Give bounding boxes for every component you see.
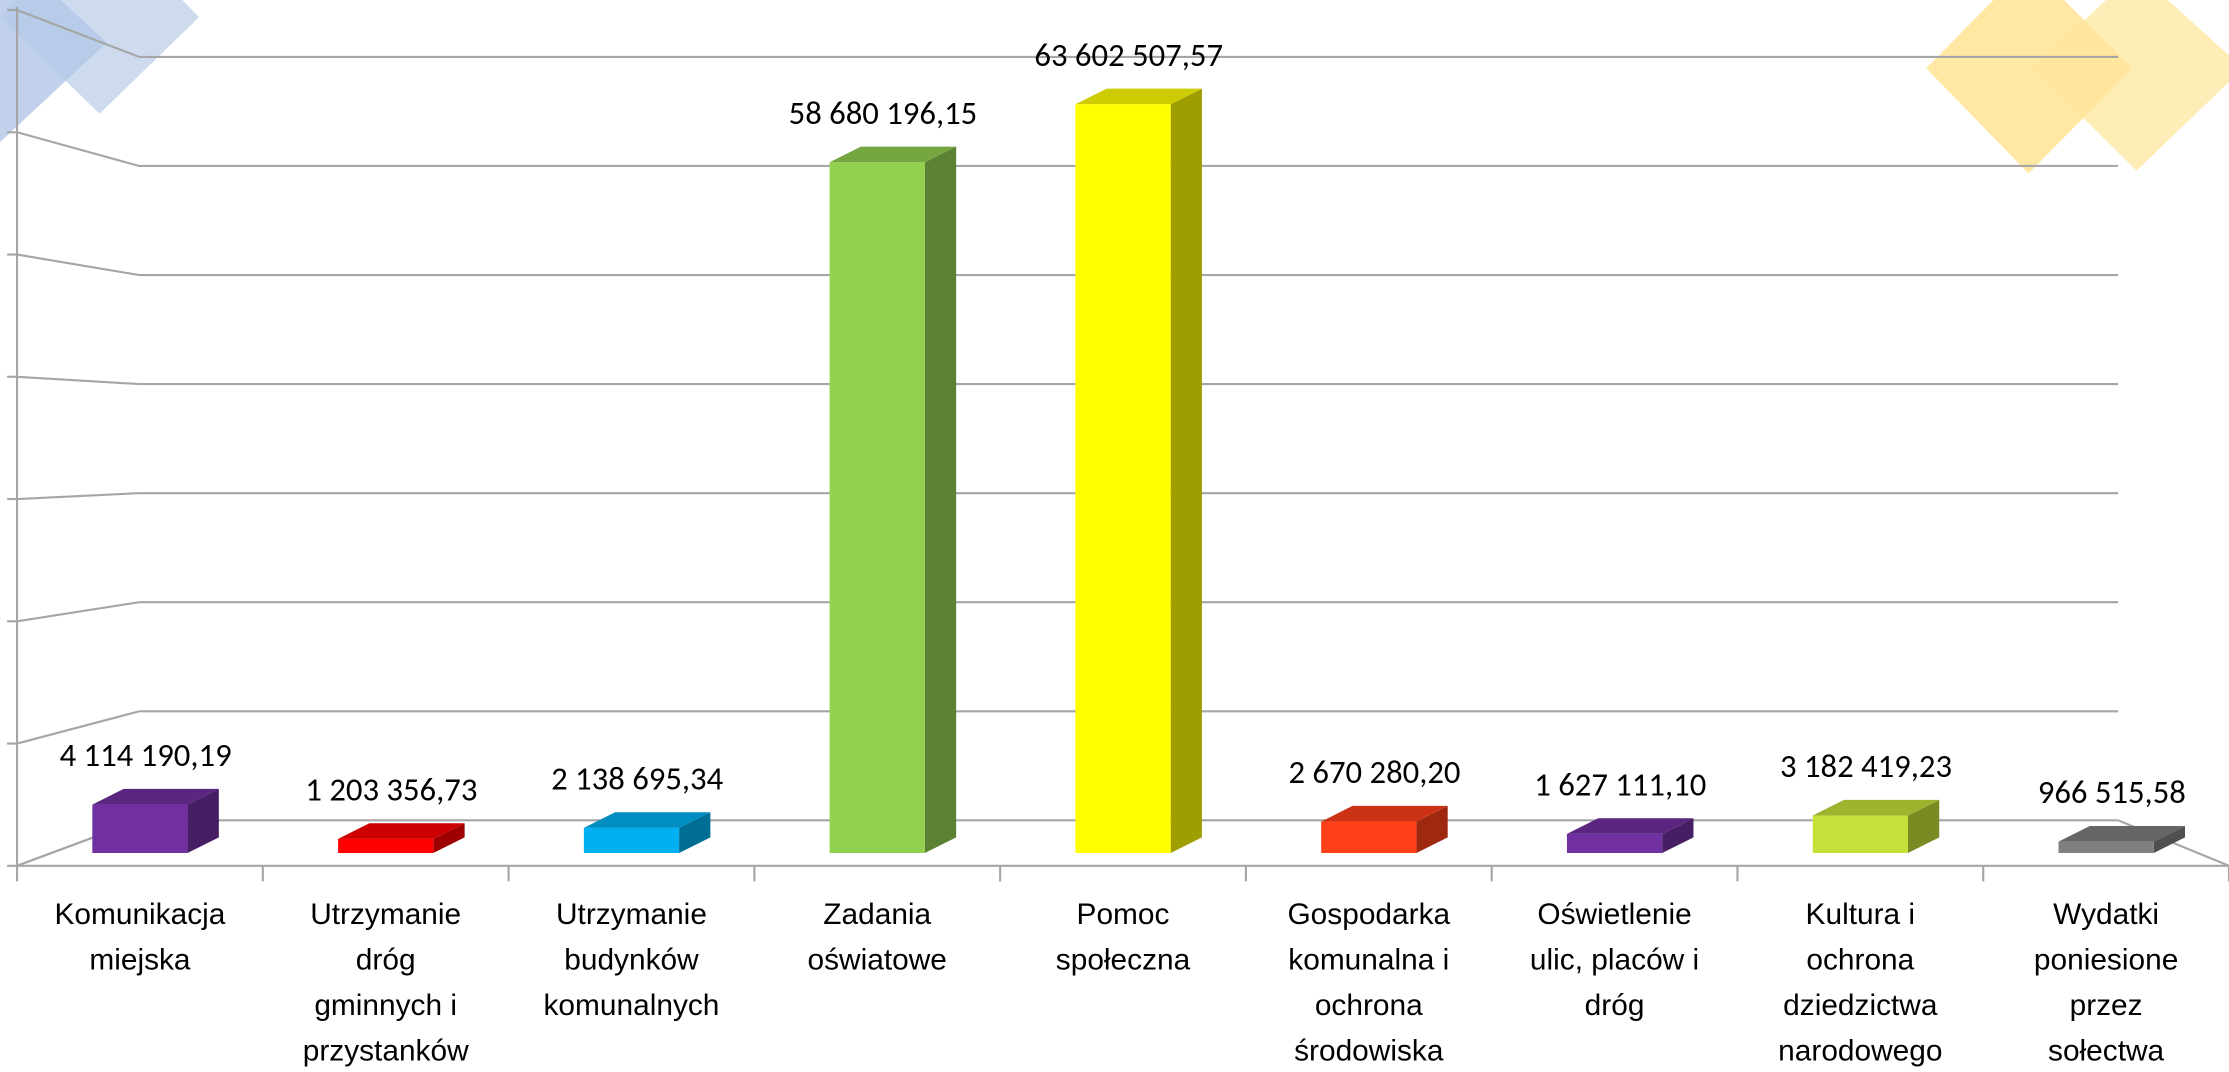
value-label: 63 602 507,57 [1034, 35, 1223, 75]
value-label: 1 203 356,73 [305, 769, 477, 809]
bar [1567, 818, 1694, 853]
grid-line [17, 255, 2118, 276]
bar-side [925, 147, 956, 853]
grid-line [17, 711, 2118, 743]
bar [1321, 806, 1448, 853]
grid-line [17, 493, 2118, 499]
x-label-box: Wydatki poniesione przez sołectwa [1983, 893, 2229, 1072]
bar [830, 147, 957, 853]
x-label-box: Gospodarka komunalna i ochrona środowisk… [1246, 893, 1492, 1072]
bar-front [1813, 816, 1908, 853]
bar-front [584, 828, 679, 853]
value-label: 2 138 695,34 [551, 758, 723, 798]
value-label: 966 515,58 [2038, 772, 2186, 812]
x-label-box: Pomoc społeczna [1000, 893, 1246, 1072]
x-tick-label: Oświetlenie ulic, placów i dróg [1492, 893, 1738, 1029]
bar-front [1321, 822, 1416, 853]
x-label-box: Utrzymanie budynków komunalnych [509, 893, 755, 1072]
bar-front [1075, 104, 1170, 853]
bars [92, 89, 2185, 853]
chart: 4 114 190,19 Komunikacja miejska 1 203 356… [0, 0, 2229, 1072]
bar-front [92, 805, 187, 853]
grid-line [17, 377, 2118, 384]
value-label: 2 670 280,20 [1288, 752, 1460, 792]
bar [338, 823, 465, 853]
grid-line [17, 602, 2118, 621]
x-tick-label: Kultura i ochrona dziedzictwa narodowego [1737, 893, 1983, 1072]
x-label-box: Komunikacja miejska [17, 893, 263, 1072]
bar [1075, 89, 1202, 853]
bar-side [1171, 89, 1202, 853]
value-label: 4 114 190,19 [60, 735, 232, 775]
x-label-box: Oświetlenie ulic, placów i dróg [1492, 893, 1738, 1072]
x-tick-label: Utrzymanie budynków komunalnych [509, 893, 755, 1029]
x-label-box: Utrzymanie dróg gminnych i przystanków [263, 893, 509, 1072]
bar [92, 789, 219, 853]
bar-front [1567, 834, 1662, 853]
grid-line [17, 132, 2118, 166]
x-tick-label: Zadania oświatowe [754, 893, 1000, 984]
bar [2058, 826, 2185, 853]
x-label-box: Kultura i ochrona dziedzictwa narodowego [1737, 893, 1983, 1072]
bar-front [2058, 842, 2153, 853]
x-tick-label: Wydatki poniesione przez sołectwa [1983, 893, 2229, 1072]
bar-front [830, 162, 925, 853]
value-label: 3 182 419,23 [1780, 746, 1952, 786]
x-tick-label: Komunikacja miejska [17, 893, 263, 984]
bar [1813, 800, 1940, 853]
grid-line [17, 820, 2118, 865]
value-label: 58 680 196,15 [789, 93, 978, 133]
x-label-box: Zadania oświatowe [754, 893, 1000, 1072]
bar [584, 812, 711, 853]
value-label: 1 627 111,10 [1534, 764, 1706, 804]
page: {"chart_data": { "type": "bar3d", "categ… [0, 0, 2229, 1072]
x-tick-label: Pomoc społeczna [1000, 893, 1246, 984]
bar-front [338, 839, 433, 853]
x-tick-label: Utrzymanie dróg gminnych i przystanków [263, 893, 509, 1072]
x-tick-label: Gospodarka komunalna i ochrona środowisk… [1246, 893, 1492, 1072]
